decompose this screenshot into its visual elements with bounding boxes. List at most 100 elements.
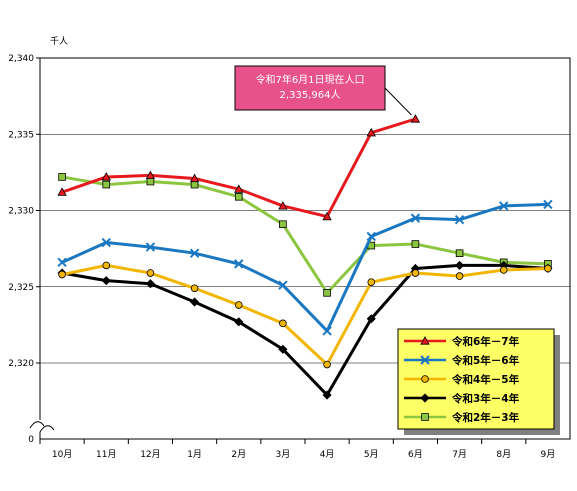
data-point-marker: [323, 360, 331, 369]
y-tick-label: 2,330: [8, 207, 34, 217]
callout-value: 2,335,964人: [280, 89, 341, 101]
x-tick-label: 2月: [231, 449, 246, 460]
y-tick-label: 2,320: [8, 359, 34, 369]
legend-item: 令和2年－3年: [404, 411, 520, 424]
data-point-marker: [102, 261, 111, 270]
y-tick-label: 2,335: [8, 130, 34, 140]
data-point-marker: [58, 173, 66, 181]
marker-stroke: [366, 231, 376, 242]
data-point-marker: [101, 276, 111, 286]
legend-item: 令和6年－7年: [404, 335, 520, 348]
data-point-marker: [190, 284, 199, 293]
data-point-marker: [544, 264, 552, 273]
callout-box: [234, 65, 386, 111]
y-tick-label: 2,340: [8, 54, 34, 64]
x-tick-label: 10月: [52, 449, 72, 460]
series-x: [57, 199, 553, 336]
data-point-marker: [421, 375, 429, 383]
data-point-marker: [278, 344, 288, 354]
data-point-marker: [411, 269, 420, 277]
data-point-marker: [499, 201, 509, 211]
x-tick-label: 11月: [96, 449, 116, 460]
legend-label: 令和2年－3年: [451, 411, 520, 424]
data-point-marker: [189, 248, 200, 258]
x-tick-label: 12月: [140, 449, 160, 460]
data-point-marker: [101, 237, 111, 248]
legend-item: 令和3年－4年: [404, 392, 520, 405]
x-axis-ticks: 10月 11月 12月 1月 2月 3月 4月 5月 6月 7月 8月 9月: [39, 439, 555, 460]
legend-label: 令和5年－6年: [451, 354, 520, 367]
marker-stroke: [189, 248, 200, 258]
data-point-marker: [421, 413, 429, 421]
data-point-marker: [366, 127, 376, 137]
data-point-marker: [410, 114, 421, 123]
data-point-marker: [454, 214, 465, 225]
data-point-marker: [420, 336, 430, 345]
legend-label: 令和3年－4年: [451, 392, 520, 405]
marker-stroke: [145, 242, 156, 252]
series-triangle: [57, 114, 421, 221]
data-point-marker: [278, 201, 288, 210]
marker-stroke: [322, 326, 332, 336]
marker-stroke: [234, 259, 244, 269]
series-line: [61, 202, 548, 333]
x-tick-label: 3月: [276, 449, 291, 460]
data-point-marker: [411, 240, 420, 248]
series-line: [61, 175, 548, 295]
data-point-marker: [279, 220, 287, 229]
legend-label: 令和6年－7年: [451, 335, 520, 348]
data-point-marker: [146, 269, 155, 277]
y-tick-zero: 0: [28, 435, 34, 445]
data-point-marker: [146, 177, 155, 186]
x-tick-label: 8月: [496, 449, 511, 460]
x-tick-label: 5月: [364, 449, 379, 460]
data-point-marker: [57, 257, 67, 268]
marker-stroke: [420, 355, 430, 365]
marker-stroke: [454, 214, 465, 225]
data-point-marker: [234, 317, 244, 327]
x-tick-label: 6月: [408, 449, 423, 460]
series-circle: [58, 261, 552, 369]
data-point-marker: [190, 297, 200, 307]
data-point-marker: [145, 170, 156, 180]
data-point-marker: [234, 259, 244, 269]
marker-stroke: [278, 280, 288, 290]
legend-item: 令和4年－5年: [404, 373, 520, 386]
y-tick-label: 2,325: [8, 283, 34, 293]
data-point-marker: [102, 180, 111, 189]
data-point-marker: [234, 184, 244, 193]
y-axis-ticks: 2,320 2,325 2,330 2,335 2,340: [8, 54, 40, 369]
data-point-marker: [420, 393, 430, 403]
x-tick-label: 4月: [320, 449, 335, 460]
data-point-marker: [410, 213, 421, 223]
x-tick-label: 7月: [452, 449, 467, 460]
data-point-marker: [145, 242, 156, 252]
marker-stroke: [543, 199, 553, 210]
legend-label: 令和4年－5年: [451, 373, 520, 386]
data-point-marker: [322, 326, 332, 336]
marker-stroke: [57, 257, 67, 268]
y-unit-label: 千人: [50, 36, 68, 47]
data-point-marker: [145, 279, 155, 289]
data-point-marker: [323, 289, 331, 297]
data-point-marker: [101, 172, 111, 181]
data-point-marker: [322, 211, 332, 221]
data-point-marker: [455, 260, 465, 270]
x-tick-label: 1月: [187, 449, 202, 460]
marker-stroke: [101, 237, 111, 248]
data-point-marker: [234, 192, 243, 201]
annotation-callout: 令和7年6月1日現在人口 2,335,964人: [234, 65, 412, 116]
series-group: [57, 114, 553, 400]
callout-leader-line: [384, 87, 412, 116]
data-point-marker: [189, 173, 200, 183]
data-point-marker: [455, 249, 464, 258]
data-point-marker: [499, 266, 508, 274]
data-point-marker: [543, 199, 553, 210]
data-point-marker: [190, 180, 199, 189]
axis-break-mark: [29, 420, 55, 433]
data-point-marker: [57, 187, 67, 196]
data-point-marker: [367, 278, 376, 286]
data-point-marker: [58, 270, 66, 279]
